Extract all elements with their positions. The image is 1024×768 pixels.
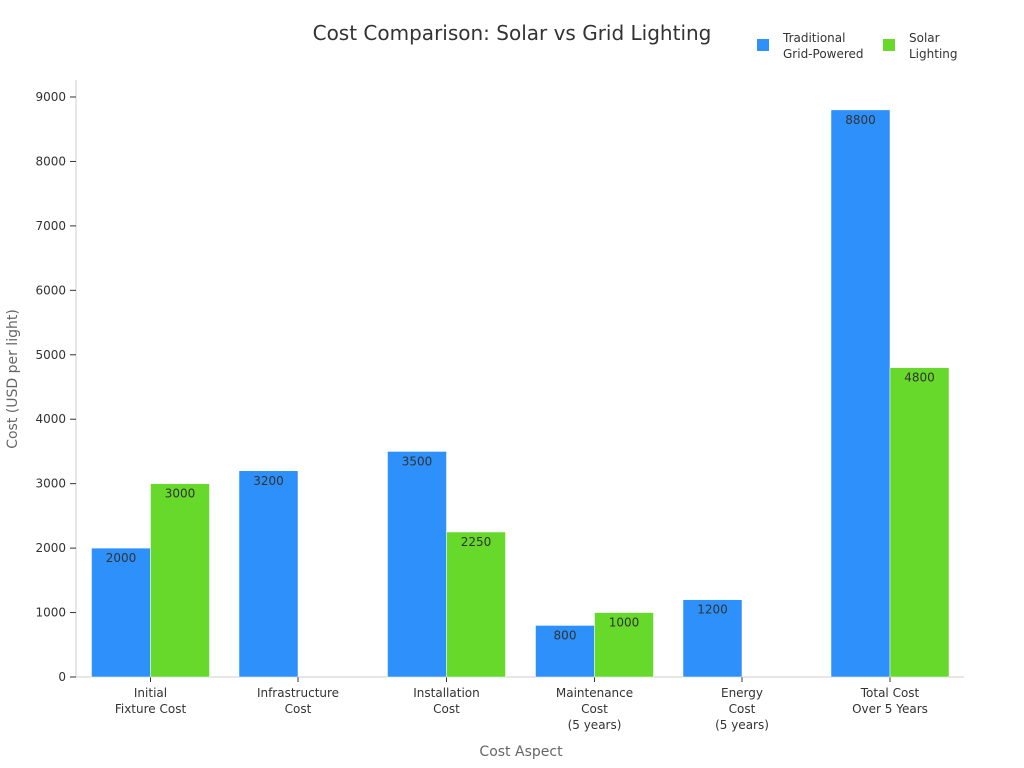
x-axis: Initial Fixture Cost Infrastructure Cost Ins… xyxy=(76,676,964,732)
bar-labels: 2000 3000 3200 3500 2250 800 1000 1200 8800 4800 xyxy=(106,113,935,643)
bar-value-label: 2000 xyxy=(106,551,137,565)
bar-value-label: 3500 xyxy=(402,454,433,468)
bar-grid xyxy=(682,599,743,678)
y-axis-title: Cost (USD per light) xyxy=(5,309,21,449)
legend-label-solar: Solar Lighting xyxy=(909,31,958,61)
x-tick-label: Maintenance Cost (5 years) xyxy=(556,686,633,732)
y-tick-label: 3000 xyxy=(35,477,66,491)
legend-swatch-grid xyxy=(757,39,769,51)
y-tick-label: 8000 xyxy=(35,154,66,168)
y-tick-label: 9000 xyxy=(35,90,66,104)
x-tick-label: Initial Fixture Cost xyxy=(115,686,187,716)
bar-grid xyxy=(387,451,447,678)
bar-grid xyxy=(535,625,595,678)
y-tick-label: 2000 xyxy=(35,541,66,555)
bar-value-label: 3000 xyxy=(165,487,196,501)
y-axis: 0 1000 2000 3000 4000 5000 6000 7000 8000 9000 xyxy=(35,80,77,684)
bar-solar xyxy=(889,367,950,678)
legend-label-grid: Traditional Grid-Powered xyxy=(782,31,864,61)
y-tick-label: 7000 xyxy=(35,219,66,233)
y-tick-label: 4000 xyxy=(35,412,66,426)
bar-value-label: 2250 xyxy=(461,535,492,549)
x-tick-label: Total Cost Over 5 Years xyxy=(852,686,928,716)
x-axis-title: Cost Aspect xyxy=(479,744,563,760)
bars xyxy=(91,109,950,678)
chart-title: Cost Comparison: Solar vs Grid Lighting xyxy=(313,21,712,45)
x-tick-label: Installation Cost xyxy=(413,686,479,716)
bar-value-label: 1000 xyxy=(609,616,640,630)
bar-value-label: 3200 xyxy=(253,474,284,488)
bar-grid xyxy=(91,547,151,678)
bar-value-label: 8800 xyxy=(845,113,876,127)
bar-solar xyxy=(446,531,506,678)
y-tick-label: 6000 xyxy=(35,283,66,297)
y-tick-label: 1000 xyxy=(35,606,66,620)
bar-grid xyxy=(238,470,299,678)
y-tick-label: 5000 xyxy=(35,348,66,362)
x-tick-label: Energy Cost (5 years) xyxy=(715,686,769,732)
bar-grid xyxy=(830,109,891,678)
y-tick-label: 0 xyxy=(58,670,66,684)
bar-solar xyxy=(594,612,654,678)
bar-value-label: 4800 xyxy=(904,371,935,385)
bar-solar xyxy=(150,483,210,678)
legend-swatch-solar xyxy=(883,39,895,51)
x-tick-label: Infrastructure Cost xyxy=(257,686,339,716)
bar-value-label: 800 xyxy=(554,628,577,642)
legend: Traditional Grid-Powered Solar Lighting xyxy=(757,31,958,61)
bar-value-label: 1200 xyxy=(697,603,728,617)
